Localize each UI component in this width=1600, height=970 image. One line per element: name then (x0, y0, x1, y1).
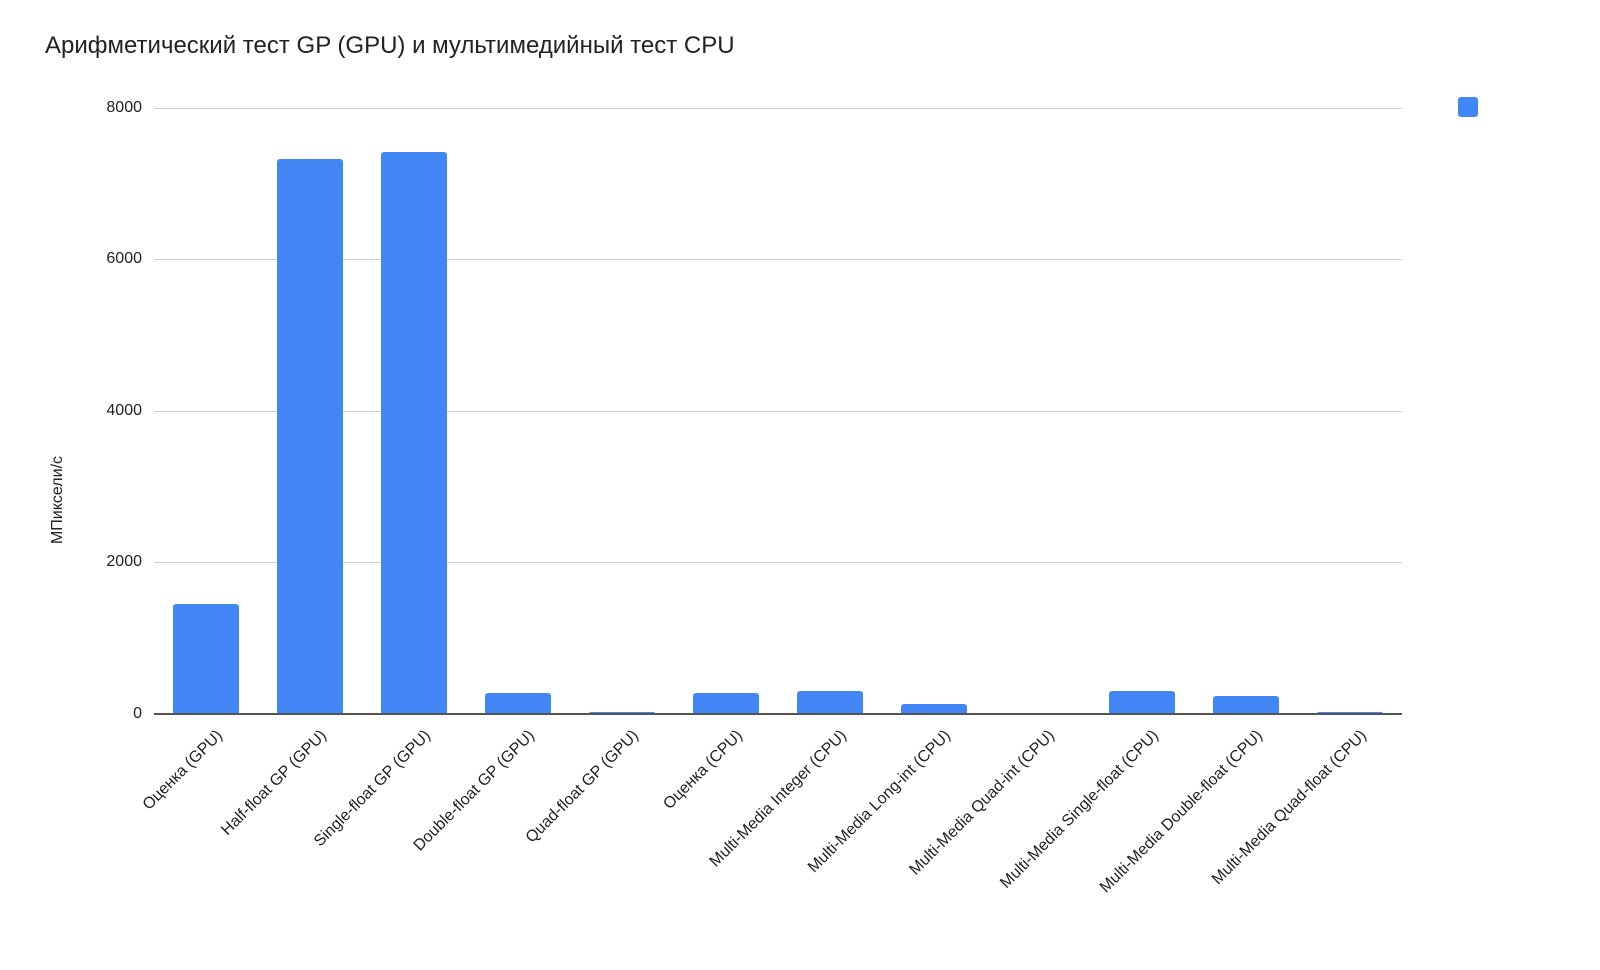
bar[interactable] (1213, 696, 1279, 714)
bar[interactable] (797, 691, 863, 714)
bar[interactable] (381, 151, 447, 714)
x-tick-label: Single-float GP (GPU) (310, 727, 435, 851)
x-tick-label: Double-float GP (GPU) (410, 727, 539, 855)
x-axis-line (154, 712, 1402, 715)
x-tick-label: Half-float GP (GPU) (218, 727, 331, 839)
x-tick-label: Оценка (CPU) (660, 727, 747, 813)
bar[interactable] (693, 692, 759, 714)
x-tick-label: Quad-float GP (GPU) (522, 727, 643, 847)
y-axis-title: МПиксели/с (49, 455, 66, 545)
bar[interactable] (173, 604, 239, 714)
bar[interactable] (277, 158, 343, 714)
chart-title: Арифметический тест GP (GPU) и мультимед… (45, 32, 735, 59)
x-tick-label: Multi-Media Double-float (CPU) (1096, 727, 1267, 897)
y-tick-4000: 4000 (106, 401, 142, 419)
y-tick-6000: 6000 (106, 250, 142, 268)
legend-swatch[interactable] (1458, 97, 1478, 117)
bar[interactable] (1109, 691, 1175, 714)
y-tick-2000: 2000 (106, 553, 142, 571)
gridline-6000 (154, 259, 1402, 261)
x-tick-label: Оценка (GPU) (139, 727, 227, 814)
bar[interactable] (485, 692, 551, 714)
plot-area: 0 2000 4000 6000 8000 (106, 99, 1402, 722)
gridline-2000 (154, 562, 1402, 564)
gridline-8000 (154, 108, 1402, 109)
y-tick-8000: 8000 (106, 99, 142, 116)
gridline-4000 (154, 410, 1402, 412)
x-axis-labels: Оценка (GPU) Half-float GP (GPU) Single-fl… (140, 727, 1402, 896)
y-tick-0: 0 (133, 704, 142, 722)
bar[interactable] (901, 704, 967, 714)
